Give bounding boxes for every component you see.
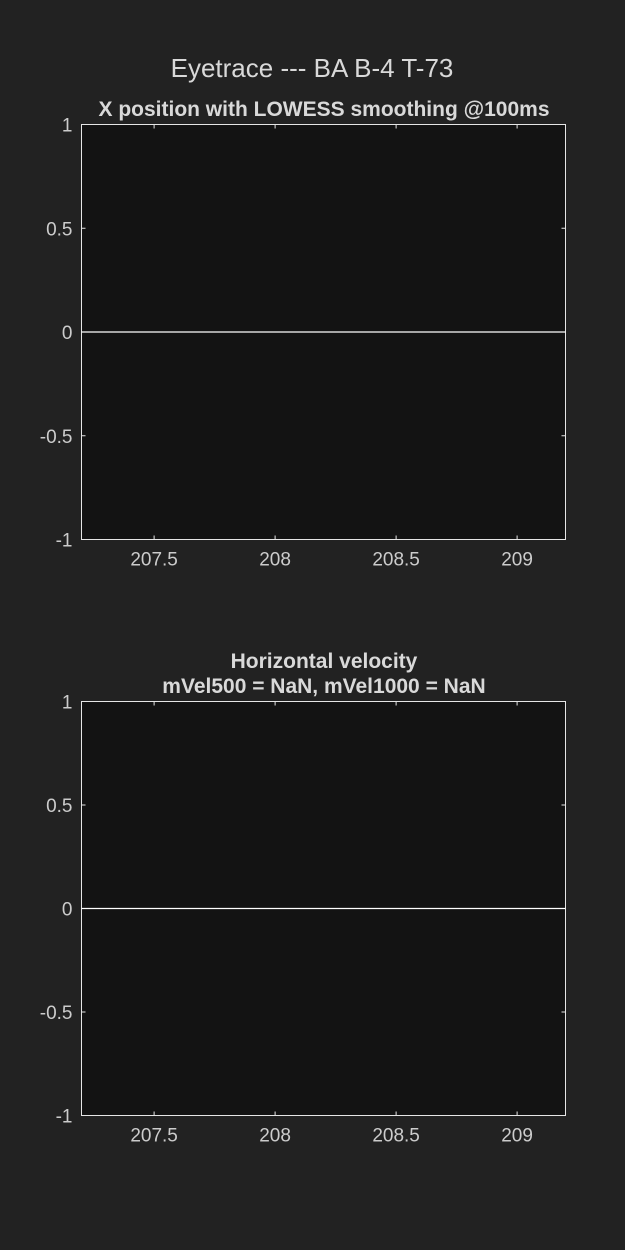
figure-title: Eyetrace --- BA B-4 T-73 — [171, 53, 454, 83]
x-position-ytick-label: 0.5 — [46, 219, 72, 240]
velocity-ytick-label: 0.5 — [46, 796, 72, 817]
velocity-title: Horizontal velocity — [231, 650, 418, 673]
velocity-ticks: 207.5 208 208.5 209 1 0.5 0 -0.5 -1 — [40, 693, 566, 1147]
x-position-axes: X position with LOWESS smoothing @100ms … — [40, 98, 566, 571]
x-position-xtick-label: 209 — [501, 550, 533, 571]
x-position-ytick-label: 0 — [62, 323, 73, 344]
velocity-ytick-label: 1 — [62, 693, 73, 714]
velocity-xtick-label: 208.5 — [372, 1126, 420, 1147]
velocity-axes: Horizontal velocity mVel500 = NaN, mVel1… — [40, 650, 566, 1147]
velocity-ytick-label: -0.5 — [40, 1003, 73, 1024]
x-position-ytick-label: -1 — [56, 531, 73, 552]
x-position-xtick-label: 208 — [259, 550, 291, 571]
x-position-xtick-label: 207.5 — [130, 550, 178, 571]
velocity-xtick-label: 208 — [259, 1126, 291, 1147]
velocity-ytick-label: 0 — [62, 900, 73, 921]
x-position-ytick-label: 1 — [62, 116, 73, 137]
x-position-title: X position with LOWESS smoothing @100ms — [98, 98, 549, 121]
velocity-subtitle: mVel500 = NaN, mVel1000 = NaN — [162, 675, 485, 698]
velocity-xtick-label: 207.5 — [130, 1126, 178, 1147]
velocity-xtick-label: 209 — [501, 1126, 533, 1147]
x-position-xtick-label: 208.5 — [372, 550, 420, 571]
x-position-ticks: 207.5 208 208.5 209 1 0.5 0 -0.5 -1 — [40, 116, 566, 571]
velocity-ytick-label: -1 — [56, 1107, 73, 1128]
x-position-ytick-label: -0.5 — [40, 427, 73, 448]
